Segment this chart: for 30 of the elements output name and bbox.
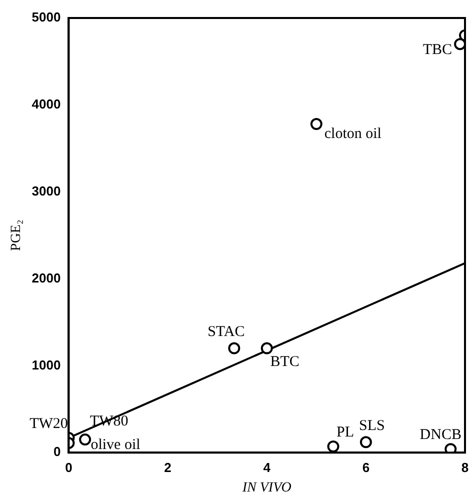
x-axis-title: IN VIVO: [241, 480, 292, 496]
annotation: TW20: [30, 416, 68, 432]
y-tick-label: 0: [53, 444, 61, 460]
point: [79, 434, 92, 446]
x-tick-label: 8: [461, 460, 469, 475]
annotation: STAC: [208, 324, 245, 340]
point: [444, 443, 457, 453]
point: [228, 342, 240, 354]
annotation: SLS: [359, 418, 385, 434]
x-tick-label: 6: [362, 460, 370, 475]
annotation: PL: [336, 424, 354, 440]
annotation: cloton oil: [324, 126, 382, 142]
point: [260, 342, 273, 354]
annotation: BTC: [270, 354, 300, 370]
x-tick-label: 0: [65, 460, 72, 475]
y-tick-label: 1000: [32, 357, 61, 372]
annotation: TBC: [422, 42, 452, 58]
point: [310, 118, 322, 130]
annotation: olive oil: [90, 436, 140, 453]
point: [454, 38, 465, 50]
x-tick-label: 2: [164, 460, 172, 475]
y-tick-label: 4000: [32, 96, 61, 112]
y-tick-label: 3000: [32, 183, 61, 198]
point: [360, 436, 372, 448]
y-tick-label: 5000: [32, 10, 61, 25]
point: [327, 440, 340, 453]
annotation: DNCB: [420, 427, 462, 444]
y-tick-label: 2000: [32, 270, 61, 286]
x-tick-label: 4: [263, 460, 272, 475]
y-axis-title: PGE₂: [9, 220, 24, 251]
